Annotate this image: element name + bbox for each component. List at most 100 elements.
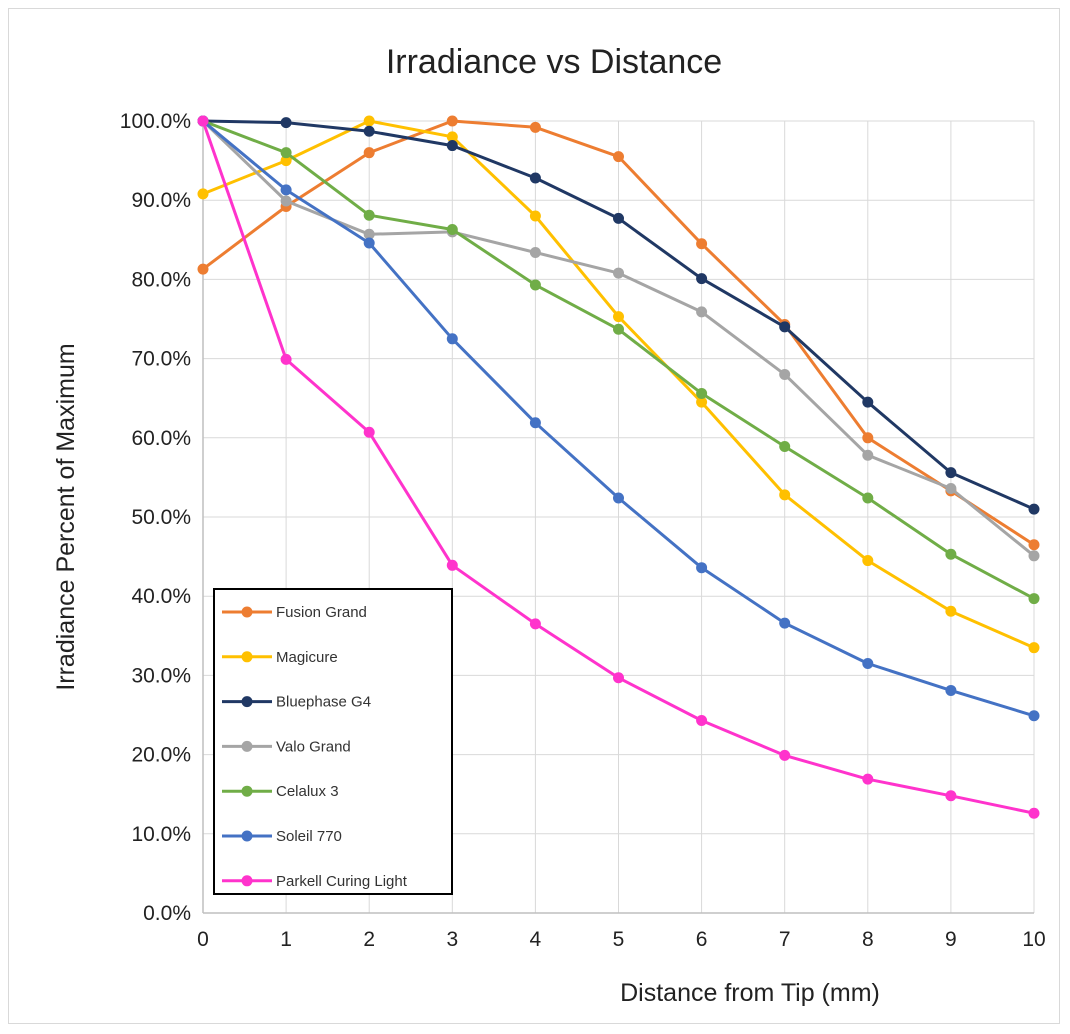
data-point — [197, 188, 209, 200]
data-point — [862, 396, 874, 408]
data-point — [280, 147, 292, 159]
data-point — [1028, 550, 1040, 562]
series-soleil-770 — [197, 115, 1040, 722]
x-tick-label: 10 — [1022, 928, 1045, 951]
data-point — [696, 562, 708, 574]
y-tick-label: 30.0% — [131, 664, 191, 687]
x-tick-label: 6 — [696, 928, 708, 951]
y-tick-label: 40.0% — [131, 585, 191, 608]
data-point — [197, 263, 209, 275]
data-point — [613, 492, 624, 504]
data-point — [446, 559, 458, 571]
x-axis-title: Distance from Tip (mm) — [620, 979, 880, 1007]
data-point — [1028, 503, 1040, 515]
legend: Fusion Grand Magicure Bluephase G4 Valo Gra… — [213, 588, 453, 895]
data-point — [529, 246, 541, 258]
x-tick-label: 4 — [530, 928, 542, 951]
x-tick-label: 9 — [945, 928, 957, 951]
data-point — [446, 131, 458, 143]
data-point — [862, 432, 874, 444]
data-point — [529, 279, 541, 291]
data-point — [613, 672, 624, 684]
y-tick-label: 50.0% — [131, 506, 191, 529]
series-parkell-curing-light — [197, 115, 1040, 819]
data-point — [363, 228, 375, 240]
data-point — [280, 195, 292, 207]
data-point — [945, 605, 957, 617]
y-tick-label: 20.0% — [131, 744, 191, 767]
y-tick-label: 10.0% — [131, 823, 191, 846]
data-point — [446, 224, 458, 236]
legend-item: Valo Grand — [222, 738, 351, 755]
chart-title: Irradiance vs Distance — [386, 43, 722, 81]
data-point — [363, 115, 375, 127]
data-point — [696, 306, 708, 318]
legend-marker — [241, 830, 253, 842]
data-point — [1028, 807, 1040, 819]
data-point — [862, 492, 874, 504]
legend-item: Celalux 3 — [222, 783, 339, 800]
legend-marker — [241, 785, 253, 797]
series-celalux-3 — [197, 115, 1040, 605]
data-point — [862, 555, 874, 567]
legend-marker — [241, 740, 253, 752]
data-point — [779, 368, 791, 380]
legend-marker — [241, 875, 253, 887]
data-point — [613, 212, 624, 224]
data-point — [363, 147, 375, 159]
legend-label: Celalux 3 — [276, 783, 339, 800]
y-tick-label: 70.0% — [131, 348, 191, 371]
y-tick-label: 90.0% — [131, 189, 191, 212]
legend-item: Parkell Curing Light — [222, 873, 408, 890]
legend-box — [213, 588, 453, 895]
axes — [202, 121, 1034, 914]
data-point — [529, 172, 541, 184]
data-point — [280, 117, 292, 129]
legend-label: Parkell Curing Light — [276, 873, 408, 890]
series-magicure — [197, 115, 1040, 654]
y-axis-title: Irradiance Percent of Maximum — [52, 343, 80, 690]
series-fusion-grand — [197, 115, 1040, 551]
data-point — [363, 426, 375, 438]
y-tick-label: 80.0% — [131, 268, 191, 291]
series-lines — [197, 115, 1040, 819]
data-point — [1028, 539, 1040, 551]
legend-label: Valo Grand — [276, 738, 351, 755]
data-point — [613, 311, 624, 323]
data-point — [945, 467, 957, 479]
legend-label: Fusion Grand — [276, 604, 367, 621]
data-point — [1028, 710, 1040, 722]
data-point — [779, 321, 791, 333]
data-point — [696, 396, 708, 408]
legend-marker — [241, 606, 253, 618]
legend-item: Soleil 770 — [222, 828, 342, 845]
data-point — [446, 333, 458, 345]
x-tick-label: 5 — [613, 928, 625, 951]
data-point — [613, 323, 624, 335]
data-point — [363, 209, 375, 221]
data-point — [1028, 642, 1040, 654]
data-point — [613, 151, 624, 163]
data-point — [696, 387, 708, 399]
data-point — [945, 482, 957, 494]
data-point — [945, 684, 957, 696]
legend-marker — [241, 696, 253, 708]
x-tick-label: 0 — [197, 928, 209, 951]
data-point — [1028, 593, 1040, 605]
y-tick-label: 60.0% — [131, 427, 191, 450]
y-tick-label: 100.0% — [120, 110, 191, 133]
x-tick-label: 3 — [446, 928, 458, 951]
data-point — [696, 238, 708, 250]
legend-marker — [241, 651, 253, 663]
data-point — [779, 489, 791, 501]
data-point — [529, 417, 541, 429]
series-valo-grand — [197, 115, 1040, 562]
legend-item: Fusion Grand — [222, 604, 367, 621]
data-point — [280, 353, 292, 365]
data-point — [280, 184, 292, 196]
data-point — [280, 155, 292, 167]
data-point — [529, 210, 541, 222]
legend-label: Soleil 770 — [276, 828, 342, 845]
data-point — [945, 790, 957, 802]
